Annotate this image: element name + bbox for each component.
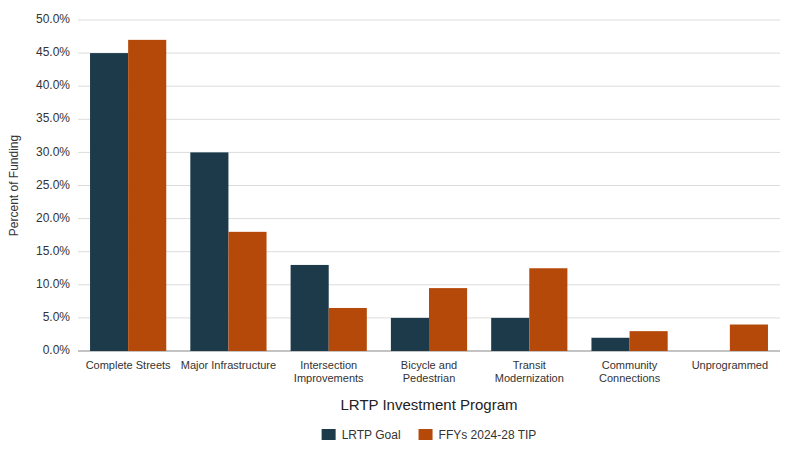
x-tick-label-line: Transit [513,359,546,371]
y-axis-label: Percent of Funding [7,135,21,236]
bar [128,40,166,351]
x-tick-label: Complete Streets [86,359,171,371]
grid-line [78,86,780,87]
legend-swatch [419,429,433,440]
x-tick-label: CommunityConnections [599,359,661,384]
x-tick-label: Unprogrammed [692,359,768,371]
x-tick-label-line: Connections [599,372,661,384]
y-tick-label: 45.0% [36,45,70,59]
bar [190,152,228,351]
grid-line [78,218,780,219]
bar [630,331,668,351]
legend: LRTP Goal FFYs 2024-28 TIP [322,428,537,442]
x-axis-label: LRTP Investment Program [340,396,517,413]
legend-swatch [322,429,336,440]
y-tick-label: 5.0% [43,310,71,324]
legend-label: LRTP Goal [342,428,401,442]
y-tick-label: 35.0% [36,111,70,125]
x-tick-label-line: Pedestrian [403,372,456,384]
x-tick-label-line: Improvements [294,372,364,384]
bars [90,40,768,351]
x-tick-label: TransitModernization [495,359,564,384]
x-tick-label: Major Infrastructure [181,359,276,371]
grid-line [78,53,780,54]
bar [591,338,629,351]
y-tick-label: 25.0% [36,178,70,192]
bar [228,232,266,351]
x-tick-label: IntersectionImprovements [294,359,364,384]
bar [429,288,467,351]
y-tick-label: 30.0% [36,145,70,159]
chart: 0.0% 5.0% 10.0% 15.0% 20.0% 25.0% 30.0% 35.0% 40… [0,0,800,469]
x-tick-label-line: Major Infrastructure [181,359,276,371]
x-tick-label-line: Intersection [300,359,357,371]
bar [529,268,567,351]
bar [391,318,429,351]
x-tick-label-line: Bicycle and [401,359,457,371]
bar [730,325,768,351]
x-ticks: Complete Streets Major Infrastructure Inte… [86,359,768,384]
y-ticks: 0.0% 5.0% 10.0% 15.0% 20.0% 25.0% 30.0% 35.0% 40… [36,12,70,357]
grid-line [78,119,780,120]
grid [78,20,780,351]
x-tick-label-line: Complete Streets [86,359,171,371]
y-tick-label: 40.0% [36,78,70,92]
x-tick-label: Bicycle andPedestrian [401,359,457,384]
x-tick-label-line: Unprogrammed [692,359,768,371]
y-tick-label: 0.0% [43,343,71,357]
bar [491,318,529,351]
bar [291,265,329,351]
legend-item: LRTP Goal [322,428,401,442]
grid-line [78,185,780,186]
x-tick-label-line: Modernization [495,372,564,384]
legend-label: FFYs 2024-28 TIP [439,428,537,442]
grid-line [78,284,780,285]
grid-line [78,152,780,153]
bar [329,308,367,351]
y-tick-label: 15.0% [36,244,70,258]
legend-item: FFYs 2024-28 TIP [419,428,537,442]
grid-line [78,251,780,252]
y-tick-label: 20.0% [36,211,70,225]
bar [90,53,128,351]
x-tick-label-line: Community [602,359,658,371]
bar [692,351,730,352]
y-tick-label: 10.0% [36,277,70,291]
grid-line [78,20,780,21]
y-tick-label: 50.0% [36,12,70,26]
